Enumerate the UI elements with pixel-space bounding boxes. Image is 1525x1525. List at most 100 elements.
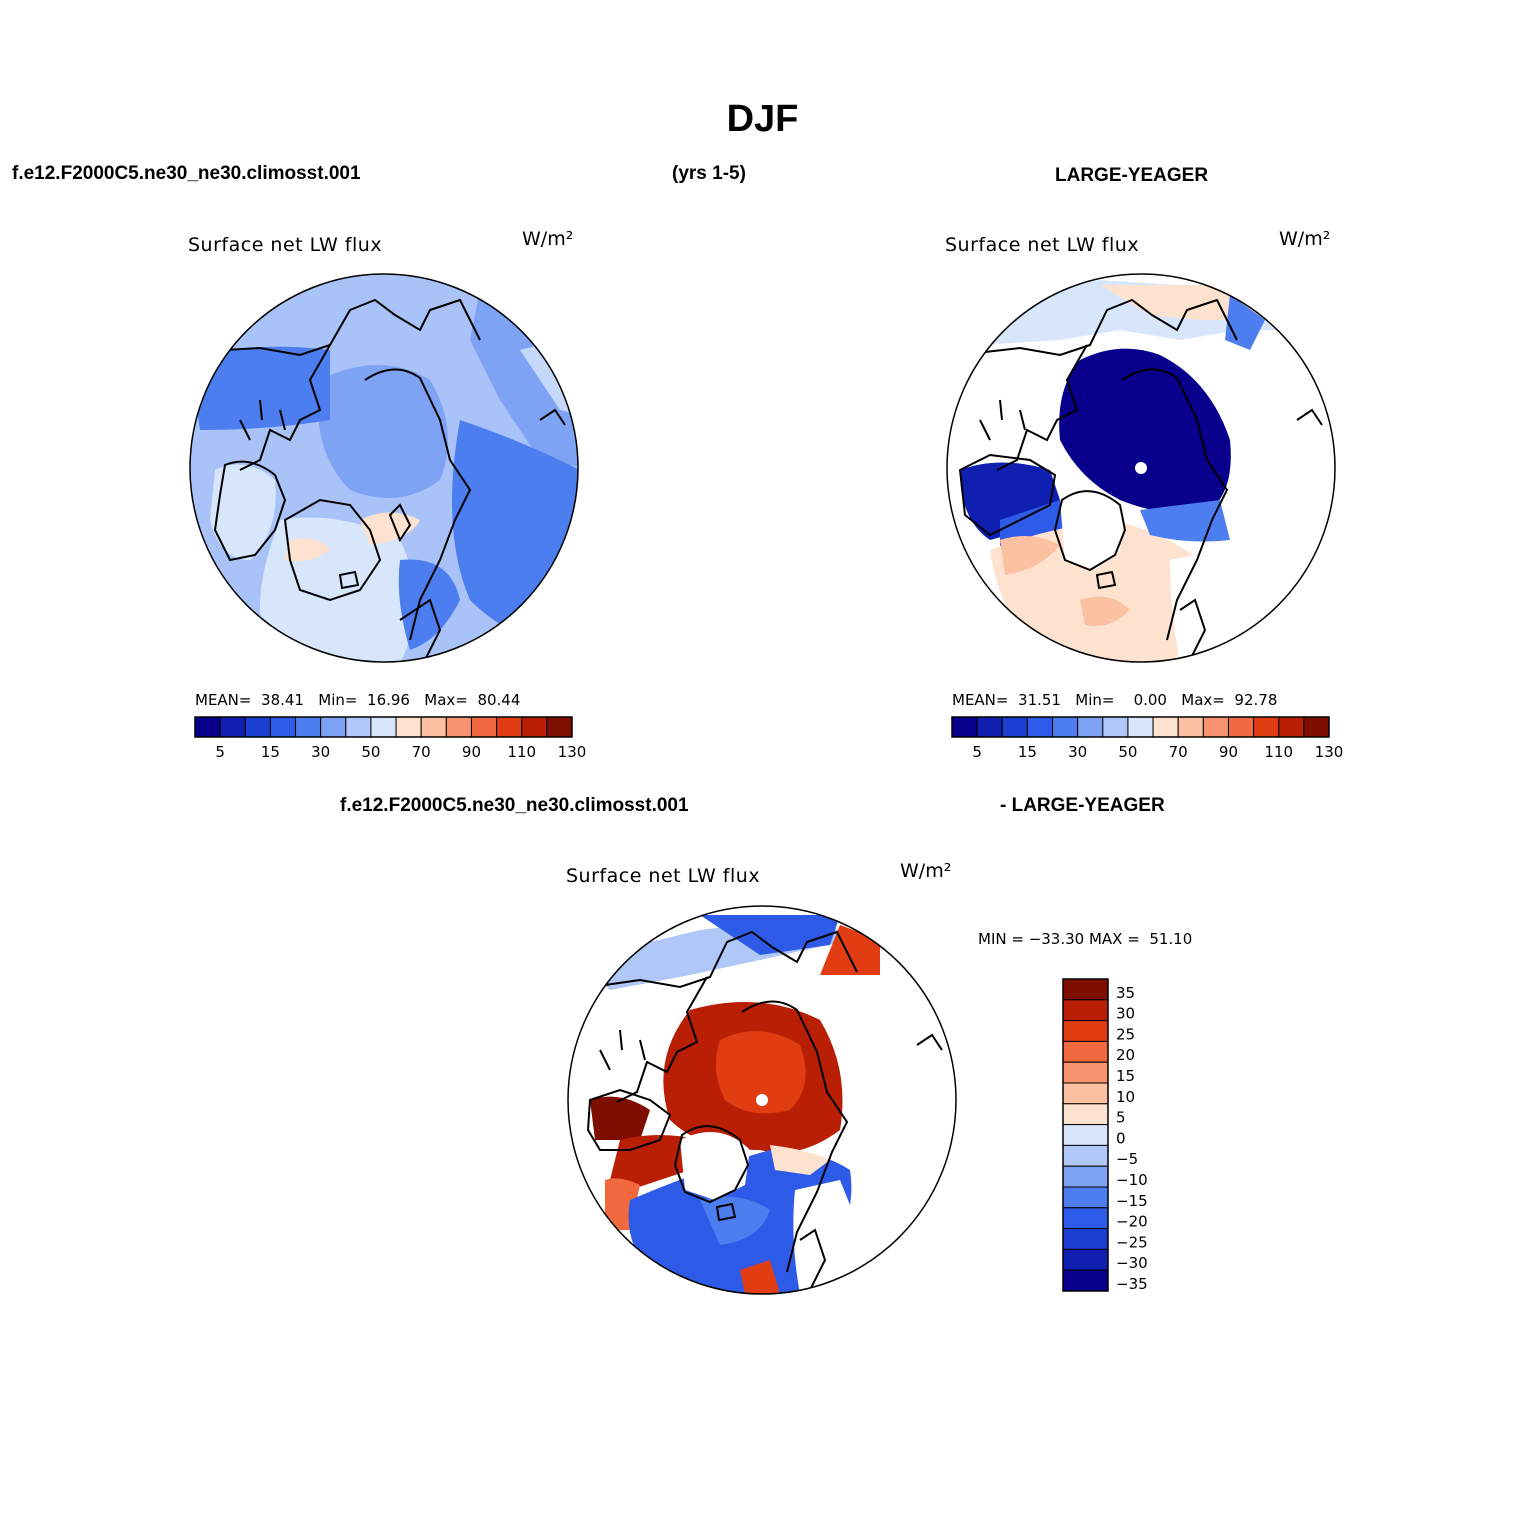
colorbar2-tick-label: 5: [972, 743, 982, 761]
colorbar3-tick-label: 5: [1116, 1109, 1126, 1127]
panel3-title: Surface net LW flux: [566, 865, 761, 887]
colorbar3-tick-label: 30: [1116, 1005, 1135, 1023]
map1-field-warm-patch2: [285, 538, 330, 562]
colorbar3-swatch: [1062, 978, 1109, 1001]
colorbar1-swatch: [445, 716, 472, 738]
colorbar3-swatch: [1062, 1269, 1109, 1292]
colorbar2: 5 15 30 50 70 90 110 130: [951, 716, 1344, 761]
colorbar2-swatch: [1102, 716, 1129, 738]
colorbar2-tick-label: 70: [1169, 743, 1188, 761]
colorbar3-tick-label: −15: [1116, 1192, 1148, 1210]
colorbar3-tick-label: 15: [1116, 1067, 1135, 1085]
colorbar1-swatch: [395, 716, 422, 738]
colorbar1-swatch: [470, 716, 498, 738]
colorbar3-tick-label: 0: [1116, 1129, 1126, 1147]
colorbar1-tick-label: 50: [361, 743, 380, 761]
colorbar1-swatch: [370, 716, 397, 738]
map1-field-canada: [190, 346, 330, 430]
panel1-title: Surface net LW flux: [188, 234, 383, 256]
colorbar2-tick-label: 30: [1068, 743, 1087, 761]
colorbar2-tick-label: 110: [1264, 743, 1293, 761]
colorbar1-swatch: [420, 716, 447, 738]
panel1-max-label: Max=: [424, 691, 468, 709]
panel2-mean-value: 31.51: [1018, 691, 1061, 709]
panel1-mean-value: 38.41: [261, 691, 304, 709]
panel1-min-value: 16.96: [367, 691, 410, 709]
colorbar1-swatch: [546, 716, 573, 738]
colorbar3-tick-label: −35: [1116, 1275, 1148, 1293]
map1-coastlines: [213, 298, 566, 661]
map3-coastlines: [586, 930, 943, 1291]
colorbar2-swatch: [1127, 716, 1154, 738]
map3-field-arctic-core: [716, 1031, 806, 1114]
colorbar2-frame: [951, 716, 1330, 738]
colorbar2-tick-label: 130: [1315, 743, 1344, 761]
colorbar1-tick-label: 110: [507, 743, 536, 761]
map3-field-greenland: [680, 1132, 750, 1200]
colorbar2-swatch: [1303, 716, 1330, 738]
colorbar2-swatch: [1152, 716, 1179, 738]
panel1-min-label: Min=: [318, 691, 358, 709]
colorbar3-swatch: [1062, 1082, 1109, 1105]
colorbar2-swatch: [1278, 716, 1305, 738]
colorbar2-swatch: [1052, 716, 1079, 738]
map2: [946, 273, 1336, 663]
panel1-stats: MEAN= 38.41 Min= 16.96 Max= 80.44: [195, 691, 520, 709]
colorbar1: 5 15 30 50 70 90 110 130: [194, 716, 587, 761]
map3-field-scandinavia: [793, 1180, 860, 1294]
colorbar2-swatch: [1253, 716, 1280, 738]
colorbar3-swatch: [1062, 1207, 1109, 1230]
map2-field-scandinavia: [1170, 550, 1250, 662]
colorbar3-frame: [1062, 978, 1109, 1292]
colorbar1-swatch: [194, 716, 221, 738]
colorbar3-tick-label: −25: [1116, 1233, 1148, 1251]
colorbar3-tick-label: −10: [1116, 1171, 1148, 1189]
map2-field-greenland: [1060, 492, 1125, 570]
colorbar3-tick-label: −30: [1116, 1254, 1148, 1272]
colorbar3-tick-label: −5: [1116, 1150, 1138, 1168]
case-header-left: f.e12.F2000C5.ne30_ne30.climosst.001: [12, 163, 361, 184]
page-title: DJF: [726, 98, 799, 140]
colorbar3-tick-label: 35: [1116, 984, 1135, 1002]
colorbar1-frame: [194, 716, 573, 738]
colorbar1-swatch: [244, 716, 271, 738]
colorbar3-tick-label: 25: [1116, 1025, 1135, 1043]
colorbar2-tick-label: 90: [1219, 743, 1238, 761]
colorbar2-swatch: [1026, 716, 1054, 738]
panel2-units: W/m²: [1279, 228, 1331, 250]
map2-boundary: [946, 273, 1336, 663]
map1-field-warm-patch: [360, 512, 420, 545]
colorbar3-swatch: [1062, 1020, 1109, 1042]
map3: [567, 905, 957, 1295]
panel2-min-label: Min=: [1075, 691, 1115, 709]
colorbar2-swatch: [1202, 716, 1229, 738]
colorbar3-swatch: [1062, 999, 1109, 1022]
years-header: (yrs 1-5): [672, 163, 746, 184]
map2-field-hudson: [960, 462, 1060, 540]
diff-header-right: - LARGE-YEAGER: [1000, 795, 1165, 816]
panel3-minmax: MIN = −33.30 MAX = 51.10: [978, 930, 1193, 948]
colorbar3-tick-label: 20: [1116, 1046, 1135, 1064]
panel1-mean-label: MEAN=: [195, 691, 252, 709]
map1-field-arctic: [318, 365, 448, 498]
colorbar3-swatch: [1062, 1124, 1109, 1146]
colorbar1-tick-label: 15: [261, 743, 280, 761]
map3-field-ice-edge: [770, 1145, 830, 1175]
colorbar2-tick-label: 50: [1118, 743, 1137, 761]
colorbar3-swatch: [1062, 1103, 1109, 1126]
colorbar1-tick-label: 130: [558, 743, 587, 761]
colorbar3-swatch: [1062, 1144, 1109, 1167]
colorbar1-tick-label: 90: [462, 743, 481, 761]
map2-field-atlantic-warm: [1000, 536, 1060, 575]
map3-boundary: [567, 905, 957, 1295]
colorbar1-swatch: [345, 716, 372, 738]
panel2-title: Surface net LW flux: [945, 234, 1140, 256]
colorbar3-swatch: [1062, 1228, 1109, 1250]
colorbar3-swatch: [1062, 1165, 1109, 1188]
panel2-mean-label: MEAN=: [952, 691, 1009, 709]
map3-pole-marker: [756, 1094, 768, 1106]
map2-field-arctic: [1059, 348, 1231, 514]
colorbar1-swatch: [295, 716, 322, 738]
map3-field-bering: [820, 925, 880, 975]
